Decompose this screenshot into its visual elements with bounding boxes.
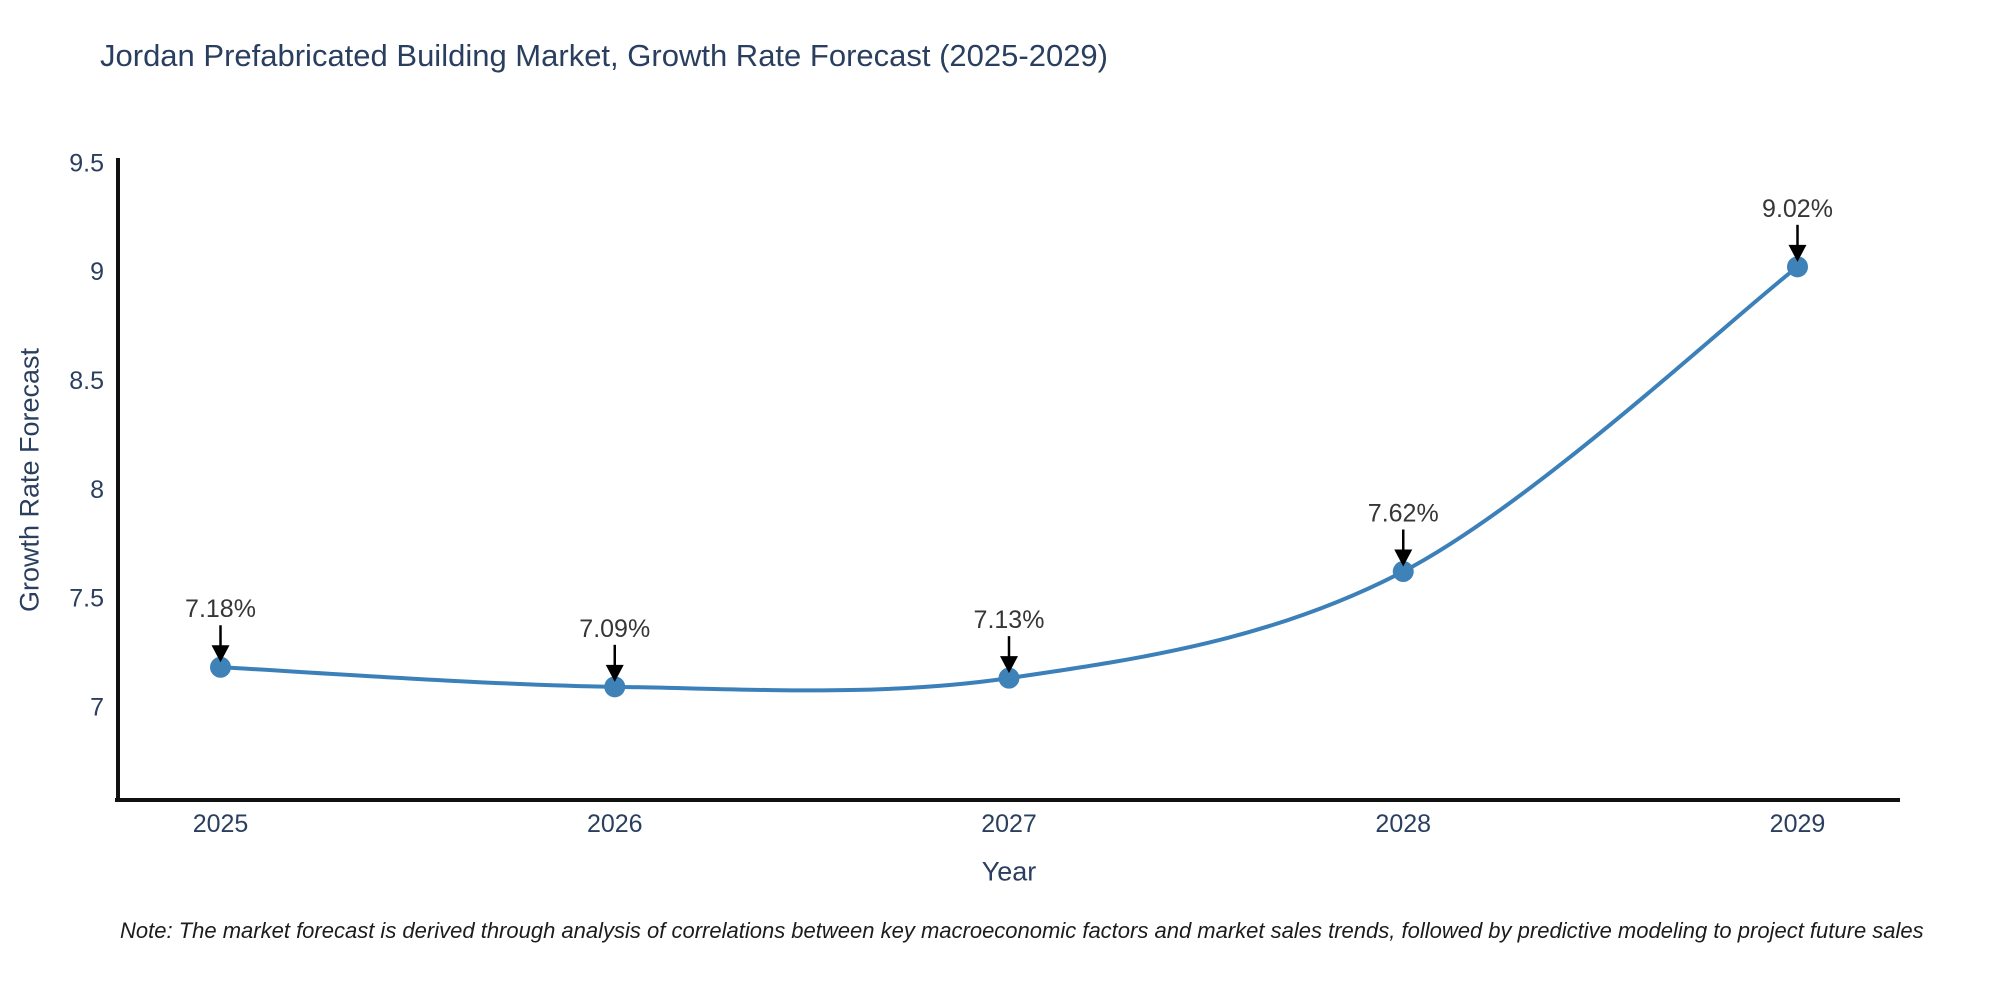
data-point-marker [1786,256,1808,278]
data-point-marker [210,656,232,678]
data-point-label: 7.09% [579,615,650,643]
data-point-label: 7.13% [974,606,1045,634]
y-tick-label: 7 [90,693,104,721]
trend-line [218,264,1800,693]
x-tick-label: 2029 [1770,810,1826,838]
x-tick-label: 2027 [981,810,1037,838]
data-point-marker [998,667,1020,689]
data-point-marker [604,676,626,698]
y-tick-label: 8.5 [69,367,104,395]
y-axis-title: Growth Rate Forecast [14,347,45,613]
chart-title: Jordan Prefabricated Building Market, Gr… [100,38,1108,73]
data-point-label: 7.18% [185,595,256,623]
annotation-arrowhead [211,645,230,663]
annotation-arrowhead [1000,656,1018,674]
x-tick-label: 2025 [193,810,249,838]
footnote: Note: The market forecast is derived thr… [120,918,1924,943]
annotation-arrowhead [1788,244,1807,262]
y-tick-label: 8 [90,476,104,504]
x-axis-title: Year [981,856,1037,887]
y-tick-label: 7.5 [69,585,104,613]
data-point-label: 7.62% [1368,499,1439,527]
data-point-label: 9.02% [1762,195,1833,223]
annotation-arrowhead [605,664,624,682]
y-tick-label: 9 [90,258,104,286]
x-tick-label: 2026 [587,810,643,838]
annotation-arrowhead [1394,549,1413,567]
y-tick-label: 9.5 [69,149,104,177]
data-point-marker [1392,560,1414,582]
x-tick-label: 2028 [1375,810,1431,838]
